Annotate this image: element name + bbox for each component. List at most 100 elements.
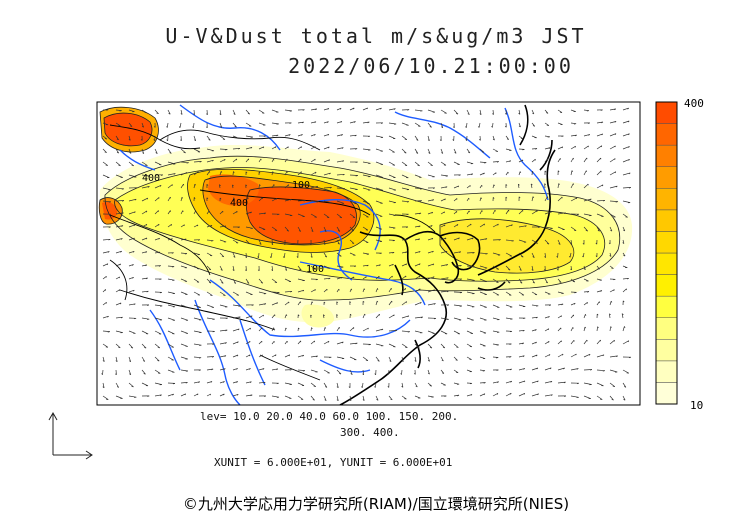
wind-vector-head [615,355,618,358]
wind-vector [401,382,404,388]
wind-vector-head [589,369,593,371]
wind-vector [375,328,384,332]
wind-vector [427,330,435,334]
wind-vector [128,395,137,398]
wind-vector-head [147,186,150,188]
wind-vector [401,187,410,190]
wind-vector-head [601,184,604,187]
wind-vector-head [237,328,240,331]
wind-vector [128,148,132,154]
wind-vector [245,327,251,332]
wind-vector-head [106,263,109,266]
wind-vector-head [628,187,631,189]
wind-vector-head [380,107,382,110]
wind-vector-head [221,282,224,284]
wind-vector-head [496,357,499,359]
wind-vector-head [197,239,201,241]
wind-vector [271,291,280,293]
wind-vector-head [414,360,417,362]
wind-vector-head [597,229,600,232]
wind-vector [206,368,214,371]
wind-vector-head [405,263,407,266]
wind-vector-head [498,239,501,241]
wind-vector [569,252,572,258]
wind-vector [518,291,525,296]
wind-vector-head [339,216,342,219]
wind-vector [141,223,148,228]
wind-vector [505,265,511,271]
wind-vector-head [393,314,395,317]
wind-vector-head [600,290,603,292]
wind-vector-head [366,264,369,267]
map-border [96,101,641,406]
wind-vector [518,355,525,358]
wind-vector-head [194,139,196,141]
wind-vector-head [407,315,410,318]
wind-vector [583,134,590,137]
wind-vector-head [236,394,239,396]
wind-vector-head [326,216,330,219]
wind-vector-head [225,149,228,151]
wind-vector-head [415,385,418,388]
wind-vector [297,184,304,189]
wind-vector-head [432,263,435,266]
wind-vector [193,210,196,215]
wind-vector-head [561,303,564,306]
wind-vector-head [145,251,148,253]
wind-vector [505,380,512,384]
wind-vector [609,339,615,345]
wind-vector [102,200,111,203]
wind-vector [245,354,251,358]
wind-vector-head [311,327,313,330]
wind-vector [479,185,483,189]
wind-vector-head [233,256,236,258]
wind-vector [596,395,603,400]
wind-vector-head [416,139,419,141]
wind-vector [401,343,408,348]
wind-vector [323,369,330,374]
wind-vector-head [627,107,629,110]
wind-vector-head [504,125,507,128]
wind-vector-head [587,122,590,124]
wind-vector-head [298,327,300,330]
wind-vector [440,290,449,293]
wind-vector [479,210,483,215]
wind-vector [128,264,134,267]
wind-vector-head [535,148,538,150]
wind-vector [297,301,301,306]
wind-vector [466,278,475,281]
wind-vector [531,354,538,358]
wind-vector-head [302,370,305,372]
wind-vector-head [283,243,286,246]
wind-vector-head [238,147,241,150]
wind-vector-head [160,174,164,176]
wind-vector [115,187,124,190]
wind-vector [193,265,200,270]
wind-vector [232,252,236,258]
wind-vector [557,196,563,202]
wind-vector-head [559,281,562,283]
wind-vector-head [181,197,184,199]
wind-vector [609,158,616,163]
wind-vector-head [548,341,550,343]
wind-vector-head [621,313,624,315]
wind-vector [530,183,533,189]
wind-vector [219,225,227,228]
wind-vector [167,304,176,308]
wind-vector-head [520,137,523,140]
wind-vector-head [465,139,467,141]
wind-vector-head [536,380,539,383]
wind-vector [453,211,458,215]
wind-vector [310,340,315,345]
wind-vector [583,339,588,345]
wind-vector-head [323,301,326,304]
wind-vector [297,265,302,271]
wind-vector [258,368,265,371]
wind-vector-head [544,170,547,173]
wind-vector [622,200,631,203]
wind-vector-head [419,288,421,291]
wind-vector-head [550,211,552,213]
wind-vector [362,226,369,231]
wind-vector [284,395,292,399]
wind-vector-head [350,373,353,375]
